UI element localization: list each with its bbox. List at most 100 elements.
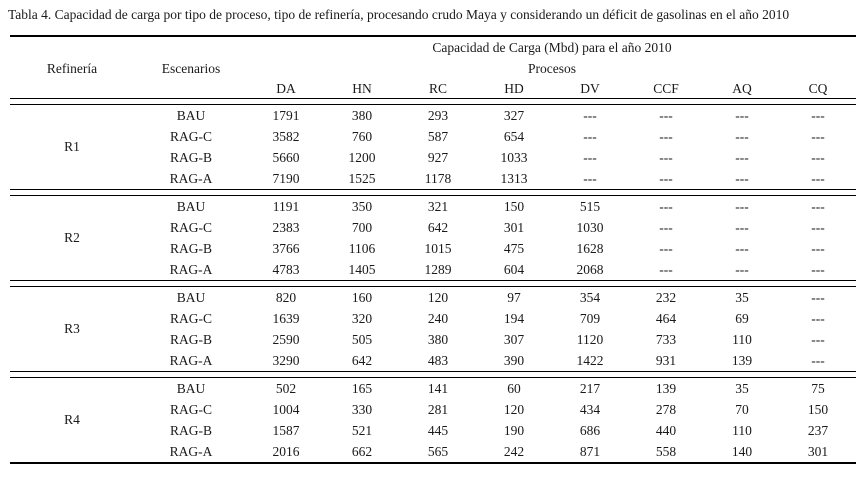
- value-cell: 110: [732, 331, 752, 347]
- value-cell: 330: [351, 401, 373, 417]
- process-column-header: DA: [276, 80, 296, 96]
- value-cell: 871: [579, 443, 601, 459]
- value-cell: ---: [735, 198, 749, 214]
- value-cell: 307: [503, 331, 525, 347]
- header-row-capacity: Capacidad de Carga (Mbd) para el año 201…: [10, 36, 856, 59]
- value-cell: 2068: [576, 261, 604, 277]
- table-row: RAG-A 4783 1405 1289 604 2068 --- --- ---: [10, 259, 856, 281]
- scenario-label: RAG-A: [169, 261, 213, 277]
- value-cell: 320: [351, 310, 373, 326]
- value-cell: ---: [811, 289, 825, 305]
- value-cell: 35: [735, 289, 749, 305]
- scenario-label: RAG-A: [169, 170, 213, 186]
- value-cell: 733: [655, 331, 677, 347]
- value-cell: 165: [351, 380, 373, 396]
- block-separator-rule: [10, 189, 857, 196]
- refinery-label: R4: [64, 412, 80, 427]
- value-cell: ---: [659, 170, 673, 186]
- block-separator-rule: [10, 371, 857, 378]
- value-cell: 654: [503, 128, 525, 144]
- value-cell: ---: [659, 261, 673, 277]
- value-cell: 1106: [348, 240, 376, 256]
- value-cell: ---: [811, 128, 825, 144]
- capacity-table: Capacidad de Carga (Mbd) para el año 201…: [10, 35, 857, 464]
- value-cell: 1178: [424, 170, 452, 186]
- value-cell: 293: [427, 107, 449, 123]
- capacity-span-header: Capacidad de Carga (Mbd) para el año 201…: [432, 40, 672, 55]
- value-cell: 1405: [348, 261, 376, 277]
- process-column-header: CCF: [653, 80, 679, 96]
- value-cell: ---: [811, 107, 825, 123]
- value-cell: ---: [735, 149, 749, 165]
- process-column-header: RC: [428, 80, 447, 96]
- header-spacer: [134, 36, 248, 59]
- value-cell: 350: [351, 198, 373, 214]
- value-cell: 558: [655, 443, 677, 459]
- value-cell: ---: [735, 128, 749, 144]
- value-cell: ---: [811, 149, 825, 165]
- table-row: R4 BAU 502 165 141 60 217 139 35 75: [10, 378, 856, 428]
- header-spacer: [10, 36, 134, 59]
- block-separator-rule: [10, 371, 857, 378]
- table-row: R3 BAU 820 160 120 97 354 232 35 ---: [10, 287, 856, 337]
- table-row: RAG-C 1004 330 281 120 434 278 70 150: [10, 399, 856, 420]
- value-cell: 1289: [424, 261, 452, 277]
- table-row: RAG-B 2590 505 380 307 1120 733 110 ---: [10, 329, 856, 350]
- value-cell: ---: [811, 219, 825, 235]
- value-cell: ---: [659, 240, 673, 256]
- value-cell: ---: [659, 149, 673, 165]
- value-cell: 1587: [272, 422, 300, 438]
- value-cell: ---: [583, 128, 597, 144]
- value-cell: 927: [427, 149, 449, 165]
- value-cell: 931: [655, 352, 677, 368]
- process-column-header: DV: [580, 80, 600, 96]
- scenario-label: RAG-B: [169, 422, 212, 438]
- value-cell: ---: [659, 219, 673, 235]
- value-cell: 1191: [272, 198, 300, 214]
- value-cell: 70: [735, 401, 749, 417]
- table-row: RAG-A 3290 642 483 390 1422 931 139 ---: [10, 350, 856, 372]
- value-cell: 1120: [576, 331, 604, 347]
- value-cell: 240: [427, 310, 449, 326]
- value-cell: 464: [655, 310, 677, 326]
- value-cell: 445: [427, 422, 449, 438]
- value-cell: 1015: [424, 240, 452, 256]
- refineria-header: Refinería: [46, 61, 98, 76]
- block-separator-rule: [10, 189, 857, 196]
- value-cell: 140: [731, 443, 753, 459]
- value-cell: ---: [583, 149, 597, 165]
- value-cell: 1791: [272, 107, 300, 123]
- value-cell: 521: [351, 422, 373, 438]
- table-caption: Tabla 4. Capacidad de carga por tipo de …: [8, 7, 790, 22]
- process-column-header: HD: [504, 80, 524, 96]
- process-column-header: CQ: [808, 80, 828, 96]
- value-cell: 75: [811, 380, 825, 396]
- header-spacer: [10, 79, 134, 99]
- value-cell: 139: [655, 380, 677, 396]
- value-cell: 760: [351, 128, 373, 144]
- table-row: R2 BAU 1191 350 321 150 515 --- --- ---: [10, 196, 856, 246]
- value-cell: 390: [503, 352, 525, 368]
- table-header: Capacidad de Carga (Mbd) para el año 201…: [10, 36, 856, 99]
- scenario-label: RAG-B: [169, 331, 212, 347]
- value-cell: 3290: [272, 352, 300, 368]
- value-cell: 483: [427, 352, 449, 368]
- value-cell: ---: [583, 170, 597, 186]
- value-cell: 380: [427, 331, 449, 347]
- value-cell: 150: [807, 401, 829, 417]
- block-separator-rule: [10, 280, 857, 287]
- value-cell: 190: [503, 422, 525, 438]
- value-cell: 380: [351, 107, 373, 123]
- block-separator-rule: [10, 280, 857, 287]
- block-separator-rule: [10, 98, 857, 105]
- value-cell: 587: [427, 128, 449, 144]
- scenario-label: BAU: [176, 380, 206, 396]
- value-cell: 232: [655, 289, 677, 305]
- table-row: RAG-B 1587 521 445 190 686 440 110 237: [10, 420, 856, 441]
- value-cell: 1639: [272, 310, 300, 326]
- table-row: RAG-C 1639 320 240 194 709 464 69 ---: [10, 308, 856, 329]
- value-cell: ---: [735, 261, 749, 277]
- value-cell: 217: [579, 380, 601, 396]
- value-cell: 150: [503, 198, 525, 214]
- procesos-header: Procesos: [528, 61, 577, 76]
